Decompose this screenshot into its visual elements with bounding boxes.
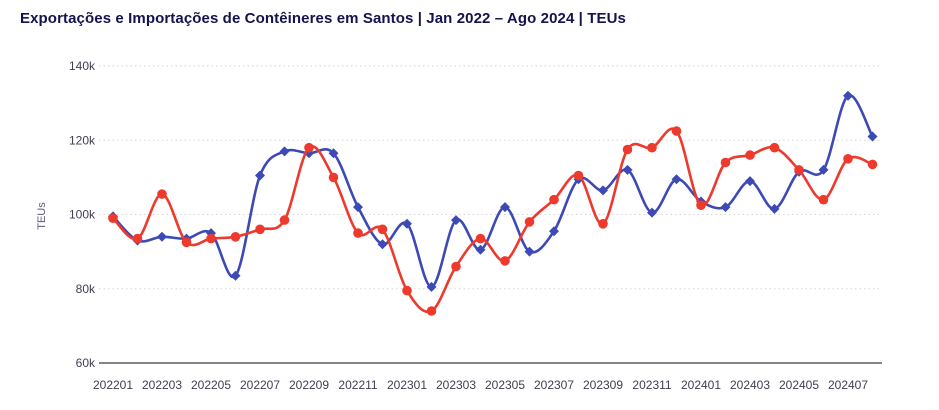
data-point-exportaes-202404[interactable] <box>769 203 780 214</box>
data-point-importaes-202408[interactable] <box>867 159 878 170</box>
x-tick-label: 202211 <box>338 378 377 392</box>
data-point-importaes-202207[interactable] <box>255 224 265 235</box>
data-point-exportaes-202305[interactable] <box>500 202 510 213</box>
x-tick-label: 202203 <box>142 378 182 392</box>
data-point-exportaes-202310[interactable] <box>622 164 633 175</box>
x-tick-label: 202209 <box>289 378 329 392</box>
data-point-importaes-202310[interactable] <box>622 144 633 155</box>
x-tick-label: 202207 <box>240 378 280 392</box>
data-point-importaes-202311[interactable] <box>647 142 657 153</box>
data-point-importaes-202407[interactable] <box>843 154 853 164</box>
series-line-importaes[interactable] <box>111 127 874 314</box>
data-point-exportaes-202309[interactable] <box>598 185 608 196</box>
data-point-importaes-202304[interactable] <box>475 233 486 244</box>
data-point-exportaes-202402[interactable] <box>720 202 731 213</box>
data-point-exportaes-202307[interactable] <box>549 226 559 237</box>
y-tick-label: 100k <box>69 208 96 222</box>
x-tick-label: 202303 <box>436 378 476 392</box>
data-point-exportaes-202311[interactable] <box>647 207 657 218</box>
data-point-importaes-202312[interactable] <box>671 126 682 136</box>
data-point-importaes-202403[interactable] <box>745 150 755 160</box>
data-point-importaes-202205[interactable] <box>206 233 216 244</box>
data-point-importaes-202211[interactable] <box>353 228 363 238</box>
data-point-importaes-202201[interactable] <box>108 213 118 223</box>
data-point-exportaes-202212[interactable] <box>377 239 388 250</box>
x-tick-label: 202307 <box>534 378 574 392</box>
data-point-exportaes-202303[interactable] <box>451 215 461 226</box>
y-tick-label: 140k <box>69 59 96 73</box>
data-point-importaes-202309[interactable] <box>598 219 608 229</box>
data-point-importaes-202401[interactable] <box>696 200 706 210</box>
x-tick-label: 202205 <box>191 378 231 392</box>
data-point-importaes-202307[interactable] <box>549 194 559 205</box>
data-point-importaes-202308[interactable] <box>573 170 584 181</box>
data-point-importaes-202212[interactable] <box>377 224 388 235</box>
x-tick-label: 202309 <box>583 378 623 392</box>
data-point-importaes-202406[interactable] <box>818 194 829 205</box>
y-axis-title: TEUs <box>36 202 48 230</box>
series-line-exportaes[interactable] <box>111 94 874 289</box>
data-point-importaes-202305[interactable] <box>500 256 510 266</box>
data-point-exportaes-202406[interactable] <box>818 164 829 175</box>
chart-title: Exportações e Importações de Contêineres… <box>20 10 626 27</box>
data-point-exportaes-202306[interactable] <box>524 246 535 257</box>
data-point-importaes-202203[interactable] <box>157 189 167 199</box>
data-point-exportaes-202302[interactable] <box>426 281 437 292</box>
data-point-importaes-202301[interactable] <box>402 285 412 296</box>
y-tick-label: 60k <box>76 356 96 370</box>
y-tick-label: 80k <box>76 282 96 296</box>
data-point-importaes-202303[interactable] <box>451 261 461 272</box>
data-point-exportaes-202211[interactable] <box>353 202 363 213</box>
x-tick-label: 202305 <box>485 378 525 392</box>
x-tick-label: 202301 <box>387 378 427 392</box>
data-point-importaes-202402[interactable] <box>720 157 731 168</box>
data-point-importaes-202302[interactable] <box>426 306 437 316</box>
data-point-exportaes-202208[interactable] <box>279 146 290 157</box>
data-point-importaes-202204[interactable] <box>181 237 192 248</box>
data-point-importaes-202405[interactable] <box>794 165 804 175</box>
data-point-importaes-202208[interactable] <box>279 215 290 225</box>
x-tick-label: 202201 <box>93 378 133 392</box>
x-tick-label: 202401 <box>681 378 721 392</box>
data-point-exportaes-202207[interactable] <box>255 170 265 181</box>
data-point-importaes-202202[interactable] <box>132 233 143 244</box>
data-point-importaes-202210[interactable] <box>328 172 339 183</box>
data-point-importaes-202306[interactable] <box>524 217 535 227</box>
x-tick-label: 202403 <box>730 378 770 392</box>
data-point-exportaes-202301[interactable] <box>402 218 412 229</box>
data-point-exportaes-202210[interactable] <box>328 148 339 159</box>
x-tick-label: 202311 <box>632 378 671 392</box>
data-point-importaes-202404[interactable] <box>769 142 780 153</box>
data-point-exportaes-202206[interactable] <box>230 270 241 281</box>
x-tick-label: 202405 <box>779 378 819 392</box>
data-point-exportaes-202312[interactable] <box>671 174 682 185</box>
data-point-exportaes-202403[interactable] <box>745 176 755 187</box>
y-tick-label: 120k <box>69 133 96 147</box>
data-point-exportaes-202407[interactable] <box>843 90 853 101</box>
data-point-importaes-202206[interactable] <box>230 232 241 242</box>
data-point-exportaes-202203[interactable] <box>157 231 167 242</box>
data-point-exportaes-202408[interactable] <box>867 131 878 142</box>
data-point-exportaes-202304[interactable] <box>475 244 486 255</box>
x-tick-label: 202407 <box>828 378 868 392</box>
data-point-importaes-202209[interactable] <box>304 142 314 153</box>
